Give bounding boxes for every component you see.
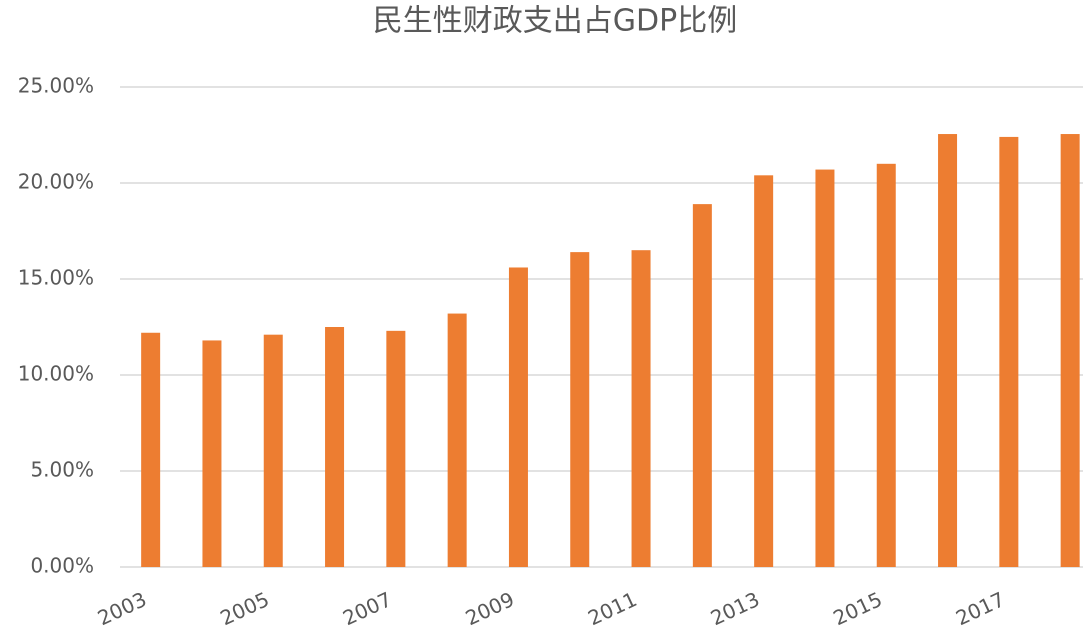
y-tick-label: 15.00%: [18, 266, 94, 290]
bar: [386, 330, 406, 567]
x-tick-label: 2007: [339, 587, 395, 630]
y-tick-label: 25.00%: [18, 74, 94, 98]
bar: [508, 267, 528, 567]
x-tick-label: 2011: [584, 587, 640, 630]
bar: [141, 332, 161, 567]
bar: [692, 204, 712, 567]
y-tick-label: 20.00%: [18, 170, 94, 194]
x-tick-label: 2013: [707, 587, 763, 630]
bar: [876, 163, 896, 568]
bar: [754, 175, 774, 567]
bar: [202, 340, 222, 567]
bar: [263, 334, 283, 567]
chart-title: 民生性财政支出占GDP比例: [373, 4, 737, 39]
bar: [815, 169, 835, 567]
y-tick-label: 10.00%: [18, 362, 94, 386]
x-tick-label: 2017: [952, 587, 1008, 630]
bar: [999, 136, 1019, 568]
x-tick-label: 2015: [829, 587, 885, 630]
x-tick-label: 2003: [94, 587, 150, 630]
bar: [1060, 134, 1080, 568]
bar: [447, 313, 467, 567]
y-tick-label: 0.00%: [30, 554, 94, 578]
bar: [325, 327, 345, 567]
x-tick-label: 2009: [462, 587, 518, 630]
bar: [938, 134, 958, 568]
y-tick-label: 5.00%: [30, 458, 94, 482]
x-tick-label: 2005: [216, 587, 272, 630]
bar: [631, 250, 651, 567]
bar: [570, 252, 590, 567]
